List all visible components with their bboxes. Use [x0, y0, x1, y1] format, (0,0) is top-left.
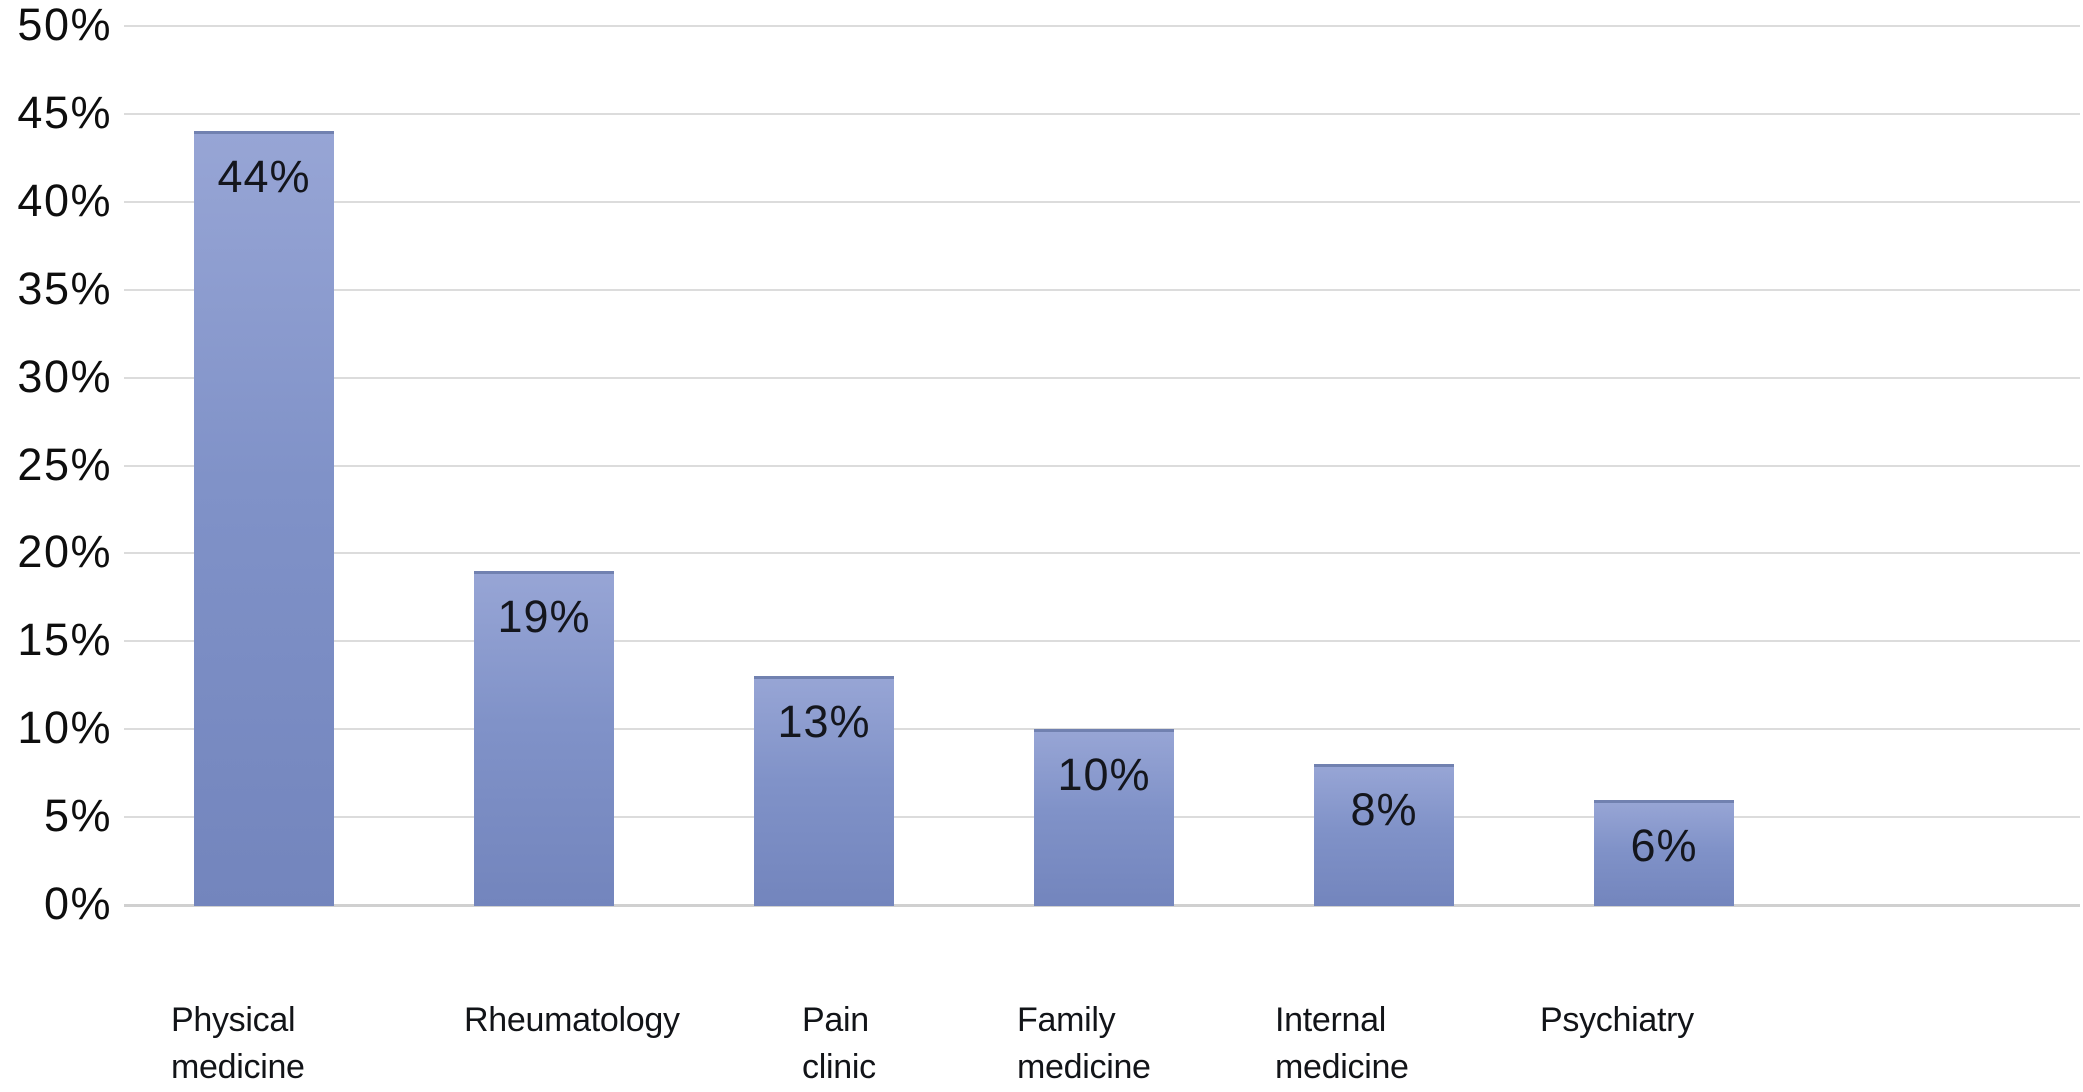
y-axis-tick-label: 50%: [17, 0, 112, 50]
bar-psychiatry: [1594, 799, 1734, 906]
y-axis-tick-label: 25%: [17, 438, 112, 490]
gridline: [124, 552, 2080, 555]
bar-pain-clinic: [754, 676, 894, 906]
y-axis-tick-label: 15%: [17, 614, 112, 666]
x-axis-category-label-rheumatology: Rheumatology: [464, 997, 680, 1044]
bar-value-label: 10%: [1057, 749, 1151, 801]
bar-value-label: 19%: [497, 590, 591, 642]
category-label-line: Internal: [1275, 1001, 1387, 1039]
bar-value-label: 13%: [777, 696, 871, 748]
y-axis-tick-label: 35%: [17, 262, 112, 314]
y-axis-tick-label: 40%: [17, 174, 112, 226]
category-label-line: clinic: [802, 1048, 876, 1086]
y-axis-tick-label: 5%: [43, 790, 112, 842]
gridline: [124, 25, 2080, 27]
category-label-line: Psychiatry: [1540, 1001, 1694, 1039]
gridline: [124, 112, 2080, 115]
category-label-line: Rheumatology: [464, 1001, 680, 1039]
gridline: [124, 288, 2080, 291]
y-axis-tick-label: 10%: [17, 702, 112, 754]
bar-family-medicine: [1034, 729, 1174, 906]
y-axis-tick-label: 20%: [17, 526, 112, 578]
category-label-line: Family: [1017, 1001, 1116, 1039]
y-axis-tick-label: 45%: [17, 86, 112, 138]
category-label-line: medicine: [171, 1048, 305, 1086]
category-label-line: Pain: [802, 1001, 869, 1039]
x-axis-category-label-psychiatry: Psychiatry: [1540, 997, 1694, 1044]
gridline: [124, 200, 2080, 203]
x-axis-category-label-pain-clinic: Pain clinic: [802, 997, 876, 1091]
category-label-line: Physical: [171, 1001, 296, 1039]
bar-rheumatology: [474, 570, 614, 906]
gridline: [124, 464, 2080, 467]
bar-value-label: 8%: [1350, 784, 1418, 836]
bar-value-label: 44%: [217, 151, 311, 203]
gridline: [124, 640, 2080, 643]
bar-value-label: 6%: [1630, 819, 1698, 871]
gridline: [124, 376, 2080, 379]
bar-physical-medicine: [194, 131, 334, 906]
y-axis-tick-label: 0%: [43, 877, 112, 929]
category-label-line: medicine: [1017, 1048, 1151, 1086]
bar-internal-medicine: [1314, 764, 1454, 906]
category-label-line: medicine: [1275, 1048, 1409, 1086]
x-axis-category-label-physical-medicine: Physical medicine: [171, 997, 305, 1091]
y-axis-tick-label: 30%: [17, 350, 112, 402]
x-axis-category-label-internal-medicine: Internal medicine: [1275, 997, 1409, 1091]
x-axis-category-label-family-medicine: Family medicine: [1017, 997, 1151, 1091]
